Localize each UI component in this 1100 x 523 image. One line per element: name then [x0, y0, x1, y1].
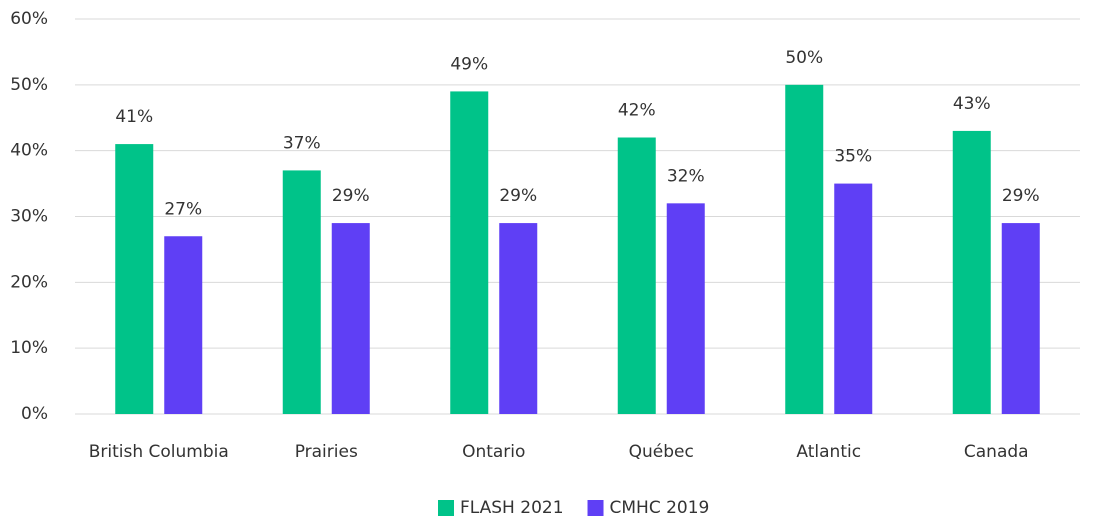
value-label: 29%: [1002, 186, 1040, 206]
x-tick-label: British Columbia: [89, 442, 229, 462]
bar: [1001, 223, 1040, 414]
bar: [785, 84, 824, 414]
value-label: 29%: [332, 186, 370, 206]
x-tick-label: Canada: [964, 442, 1029, 462]
value-label: 49%: [450, 54, 488, 74]
bar: [115, 144, 154, 415]
bar: [164, 236, 203, 414]
value-label: 27%: [164, 199, 202, 219]
value-label: 41%: [115, 107, 153, 127]
value-label: 35%: [834, 147, 872, 167]
y-tick-label: 20%: [10, 272, 48, 292]
y-tick-label: 60%: [10, 9, 48, 29]
bar: [450, 91, 489, 415]
y-tick-label: 30%: [10, 207, 48, 227]
x-tick-label: Québec: [629, 442, 694, 462]
legend-swatch: [587, 500, 604, 516]
bar: [834, 183, 873, 414]
y-tick-label: 10%: [10, 338, 48, 358]
x-tick-label: Prairies: [295, 442, 358, 462]
value-label: 43%: [953, 94, 991, 114]
bar: [282, 170, 321, 414]
value-label: 42%: [618, 101, 656, 121]
y-tick-label: 40%: [10, 141, 48, 161]
y-tick-label: 50%: [10, 75, 48, 95]
x-tick-label: Atlantic: [796, 442, 861, 462]
y-tick-label: 0%: [21, 404, 48, 424]
x-tick-label: Ontario: [462, 442, 525, 462]
bar: [666, 203, 705, 414]
value-label: 32%: [667, 166, 705, 186]
legend-label: CMHC 2019: [610, 498, 710, 518]
bar: [499, 223, 538, 414]
bar: [952, 130, 991, 414]
value-label: 37%: [283, 133, 321, 153]
legend-swatch: [438, 500, 454, 516]
bar: [617, 137, 656, 414]
value-label: 29%: [499, 186, 537, 206]
legend-label: FLASH 2021: [460, 498, 564, 518]
value-label: 50%: [785, 48, 823, 68]
bar: [331, 223, 370, 414]
